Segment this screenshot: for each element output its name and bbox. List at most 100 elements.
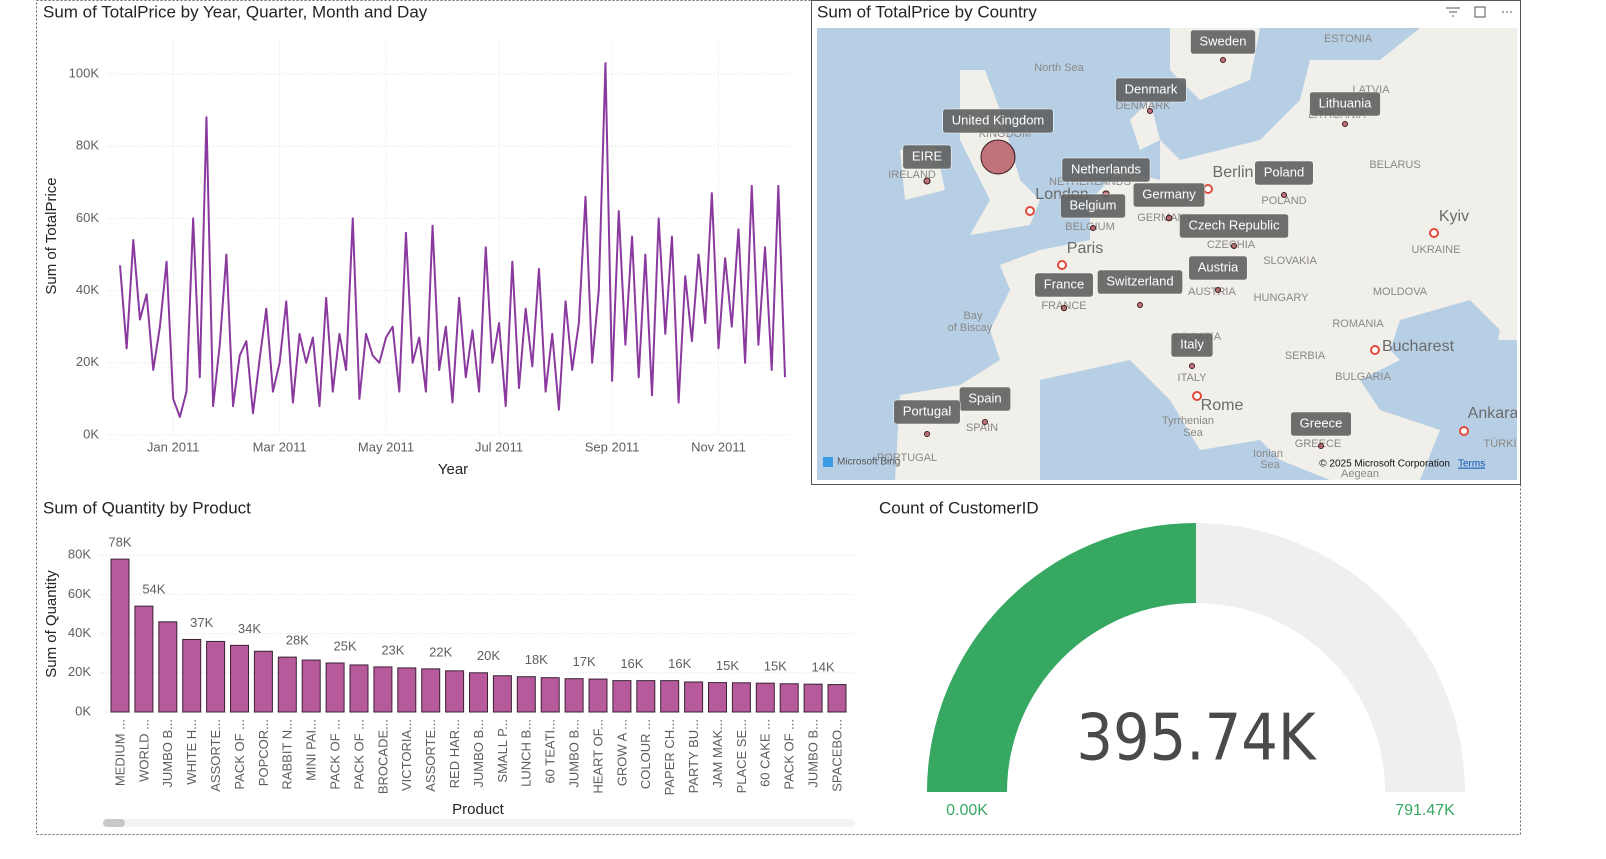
city-marker [1370,345,1380,355]
country-bubble [1231,243,1237,249]
map-place-label: UKRAINE [1412,244,1461,256]
country-label: Lithuania [1319,95,1373,110]
y-tick-label: 100K [69,65,100,80]
country-label: EIRE [912,148,943,163]
country-bubble [1090,225,1096,231]
bar [708,682,727,713]
bar [325,662,345,713]
x-tick-label: PARTY BU... [686,719,701,793]
country-label-box [1034,272,1094,298]
x-tick-label: VICTORIA... [399,719,414,791]
x-tick-label: MEDIUM ... [112,719,127,786]
map-place-label: SERBIA [1285,350,1326,362]
data-label: 78K [108,535,131,550]
x-axis-title: Product [452,801,505,818]
country-label-box [1133,182,1205,208]
x-tick-label: PACK OF ... [351,719,366,790]
bar [182,638,202,713]
bar [516,676,536,713]
x-tick-label: PAPER CH... [662,719,677,795]
scrollbar-thumb[interactable] [103,819,125,827]
x-tick-label: SPACEBO... [829,719,844,792]
city-marker [1192,391,1202,401]
data-label: 15K [764,659,787,674]
x-tick-label: JUMBO B... [806,719,821,788]
country-label-box [942,108,1054,134]
x-tick-label: RABBIT N... [280,719,295,790]
data-label: 25K [334,638,357,653]
data-label: 54K [142,582,165,597]
x-tick-label: May 2011 [358,439,414,454]
bar [110,558,130,713]
country-label-box [1061,157,1151,183]
map-place-label: ESTONIA [1324,33,1373,45]
land [895,28,1517,480]
x-tick-label: ASSORTE... [208,719,223,792]
x-tick-label: PACK OF ... [782,719,797,790]
x-tick-label: JUMBO B... [567,719,582,788]
data-label: 16K [668,656,691,671]
bar [779,683,799,713]
country-bubble [1189,363,1195,369]
bar [373,666,393,713]
country-bubble [1165,214,1173,222]
country-label-box [893,399,961,425]
y-axis-title: Sum of TotalPrice [43,177,60,294]
map-place-label: PORTUGAL [877,452,937,464]
y-axis-title: Sum of Quantity [43,570,60,678]
bar [827,684,847,713]
data-label: 23K [381,642,404,657]
data-label: 22K [429,644,452,659]
x-tick-label: RED HAR... [447,719,462,788]
map-place-label: AUSTRIA [1188,286,1236,298]
focus-icon[interactable] [1474,6,1486,18]
map-place-label: MOLDOVA [1373,286,1428,298]
country-label-box [1170,332,1214,358]
filter-icon[interactable] [1446,7,1460,17]
bar [588,678,608,713]
y-tick-label: 20K [68,664,91,679]
scrollbar-track[interactable] [103,819,855,827]
country-label: Belgium [1070,197,1117,212]
map-place-label: Bucharest [1382,338,1455,355]
country-label: Spain [968,390,1001,405]
country-label-box [1115,77,1187,103]
country-label-box [1179,213,1289,239]
x-tick-label: ASSORTE... [423,719,438,792]
map-place-label: BELGIUM [1065,221,1115,233]
data-label: 37K [190,615,213,630]
bar [755,682,775,713]
map-place-label: Tyrrhenian [1162,415,1214,427]
map-place-label: POLAND [1261,195,1306,207]
country-label: Switzerland [1106,273,1173,288]
bar [158,621,178,713]
city-marker [1429,228,1439,238]
bar [349,664,369,713]
x-tick-label: JUMBO B... [471,719,486,788]
bar [731,682,751,713]
map-place-label: SLOVAKIA [1263,255,1317,267]
map-place-label: Ankara [1468,405,1519,422]
bar [660,680,680,713]
y-tick-label: 20K [76,354,99,369]
x-tick-label: Mar 2011 [253,439,307,454]
x-tick-label: Sep 2011 [585,439,640,454]
visual-header-icons [1446,6,1512,18]
data-label: 20K [477,648,500,663]
country-label-box [1309,91,1381,117]
bar [301,659,321,713]
map-place-label: ITALY [1178,372,1208,384]
map-place-label: TÜRKİ [1484,437,1517,450]
gauge-value: 395.74K [1076,702,1316,776]
bar [230,644,249,713]
map-place-label: Kyiv [1439,208,1469,225]
gauge-fill [927,523,1197,792]
bar [612,680,632,713]
country-label: France [1044,276,1084,291]
map-terms-link[interactable]: Terms [1458,459,1485,470]
map-place-label: DENMARK [1115,100,1171,112]
data-label: 28K [286,633,309,648]
map-attribution: Microsoft Bing [837,457,900,468]
x-tick-label: 60 TEATI... [543,719,558,784]
